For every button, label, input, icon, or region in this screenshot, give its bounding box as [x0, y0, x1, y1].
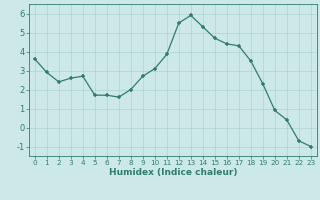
X-axis label: Humidex (Indice chaleur): Humidex (Indice chaleur)	[108, 168, 237, 177]
